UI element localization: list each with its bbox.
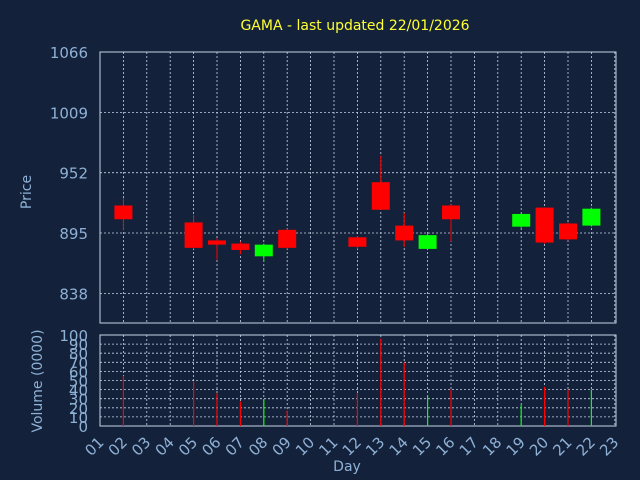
volume-tick-label: 20 — [69, 400, 88, 418]
volume-tick-label: 40 — [69, 382, 88, 400]
candle-body — [231, 243, 250, 250]
volume-tick-label: 30 — [69, 391, 88, 409]
day-tick-label: 12 — [339, 433, 365, 459]
day-tick-label: 23 — [596, 433, 622, 459]
day-tick-label: 02 — [105, 433, 131, 459]
price-tick-label: 952 — [59, 165, 88, 183]
candle-body — [184, 222, 203, 248]
candle-body — [535, 207, 554, 243]
volume-tick-label: 90 — [69, 336, 88, 354]
day-tick-label: 03 — [128, 433, 154, 459]
candle-body — [395, 225, 414, 241]
day-tick-label: 18 — [479, 433, 505, 459]
chart-title: GAMA - last updated 22/01/2026 — [240, 18, 469, 34]
day-tick-label: 15 — [409, 433, 435, 459]
volume-tick-label: 80 — [69, 345, 88, 363]
price-tick-label: 895 — [59, 225, 88, 243]
volume-panel: 0102030405060708090100010203040506070809… — [59, 327, 622, 460]
candle-body — [442, 205, 460, 220]
volume-tick-label: 100 — [59, 327, 88, 345]
day-tick-label: 20 — [526, 433, 552, 459]
day-tick-label: 07 — [222, 433, 248, 459]
day-tick-label: 01 — [81, 433, 107, 459]
volume-tick-label: 70 — [69, 354, 88, 372]
day-tick-label: 22 — [573, 433, 599, 459]
candle-body — [254, 244, 273, 257]
day-tick-label: 09 — [269, 433, 295, 459]
volume-tick-label: 60 — [69, 363, 88, 381]
candle-body — [348, 237, 367, 247]
volume-tick-label: 50 — [69, 373, 88, 391]
day-tick-label: 06 — [198, 433, 224, 459]
price-tick-label: 1066 — [50, 44, 88, 62]
candle-body — [512, 213, 531, 227]
price-axis-label: Price — [19, 175, 35, 209]
day-tick-label: 13 — [362, 433, 388, 459]
candle-body — [559, 223, 577, 240]
volume-axis-label: Volume (0000) — [30, 329, 46, 432]
day-tick-label: 17 — [456, 433, 482, 459]
day-tick-label: 19 — [503, 433, 529, 459]
candle-body — [582, 208, 601, 226]
price-tick-label: 838 — [59, 285, 88, 303]
day-tick-label: 16 — [432, 433, 458, 459]
candle-body — [114, 205, 133, 220]
day-axis-label: Day — [333, 459, 361, 475]
day-tick-label: 11 — [315, 433, 341, 459]
price-panel: 838 895 952 1009 1066 — [50, 44, 617, 324]
day-tick-label: 04 — [152, 433, 178, 459]
price-plot-frame — [99, 51, 617, 324]
day-tick-label: 21 — [549, 433, 575, 459]
day-tick-label: 14 — [386, 433, 412, 459]
volume-tick-label: 10 — [69, 409, 88, 427]
day-tick-label: 05 — [175, 433, 201, 459]
day-tick-label: 08 — [245, 433, 271, 459]
candle-body — [278, 229, 297, 248]
volume-tick-label: 0 — [78, 418, 88, 436]
price-tick-label: 1009 — [50, 104, 88, 122]
candle-body — [208, 240, 226, 245]
candle-body — [371, 182, 390, 210]
candle-body — [418, 235, 437, 249]
day-tick-label: 10 — [292, 433, 318, 459]
